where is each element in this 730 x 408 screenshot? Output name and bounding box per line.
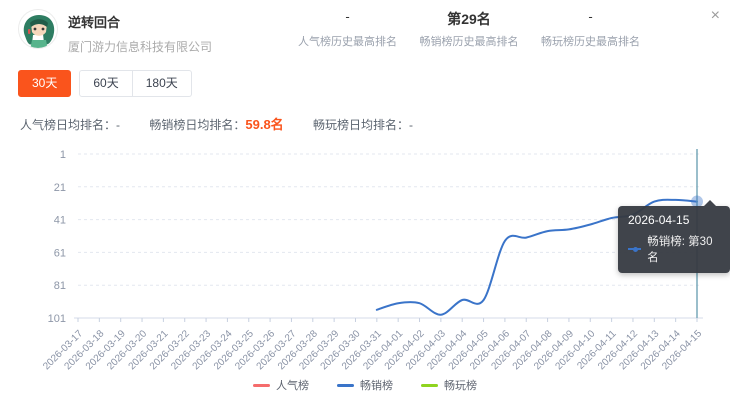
rank-trend-chart[interactable]: 1 21 41 61 81 101 2026-03-17 2026-03-18 2026-03-… <box>0 140 730 380</box>
chart-canvas[interactable]: 1214161811012026-03-172026-03-182026-03-… <box>0 140 730 380</box>
tooltip-date: 2026-04-15 <box>628 213 690 227</box>
game-title: 逆转回合 <box>68 15 121 30</box>
summary-popularity: 人气榜日均排名：- <box>20 118 120 132</box>
summary-value: - <box>409 118 414 132</box>
tooltip-value: 畅销榜: 第30名 <box>647 236 713 264</box>
legend-label: 人气榜 <box>276 380 309 392</box>
stat-value: - <box>345 9 350 24</box>
summary-mostplayed: 畅玩榜日均排名：- <box>313 118 413 132</box>
summary-label: 畅销榜日均排名： <box>149 118 246 132</box>
stat-label: 人气榜历史最高排名 <box>298 36 397 48</box>
y-axis-tick-label: 101 <box>48 313 66 325</box>
tooltip-row: 畅销榜: 第30名 <box>628 233 720 265</box>
summary-value: 59.8名 <box>245 117 284 132</box>
chart-tooltip: 2026-04-15 畅销榜: 第30名 <box>618 200 730 273</box>
stat-label: 畅销榜历史最高排名 <box>419 36 519 48</box>
legend-label: 畅销榜 <box>360 380 393 392</box>
summary-value: - <box>116 118 121 132</box>
best-rank-stats: - 人气榜历史最高排名 第29名 畅销榜历史最高排名 - 畅玩榜历史最高排名 <box>258 9 660 49</box>
period-tabs: 30天 60天 180天 <box>18 70 192 97</box>
highlighted-point <box>691 195 703 208</box>
tab-60-days[interactable]: 60天 <box>79 70 133 97</box>
game-avatar <box>18 9 58 49</box>
tab-30-days[interactable]: 30天 <box>18 70 72 97</box>
stat-value: 第29名 <box>447 11 491 27</box>
app-info: 逆转回合 厦门游力信息科技有限公司 <box>68 9 258 55</box>
average-rank-summary: 人气榜日均排名：- 畅销榜日均排名：59.8名 畅玩榜日均排名：- <box>20 114 730 133</box>
legend-item-popularity[interactable]: 人气榜 <box>253 377 309 393</box>
legend-label: 畅玩榜 <box>444 380 477 392</box>
line-marker-icon <box>253 383 270 387</box>
line-marker-icon <box>337 383 354 387</box>
chart-legend: 人气榜 畅销榜 畅玩榜 <box>0 377 730 393</box>
legend-item-mostplayed[interactable]: 畅玩榜 <box>421 377 477 393</box>
dialog-header: 逆转回合 厦门游力信息科技有限公司 - 人气榜历史最高排名 第29名 畅销榜历史… <box>0 0 730 55</box>
line-marker-icon <box>421 383 438 387</box>
stat-value: - <box>588 9 593 24</box>
y-axis-tick-label: 21 <box>54 182 66 194</box>
tab-180-days[interactable]: 180天 <box>132 70 192 97</box>
y-axis-tick-label: 1 <box>60 149 66 161</box>
stat-mostplayed-best: - 畅玩榜历史最高排名 <box>541 9 640 49</box>
summary-label: 人气榜日均排名： <box>20 118 117 132</box>
y-axis-tick-label: 41 <box>54 215 66 227</box>
summary-bestseller: 畅销榜日均排名：59.8名 <box>149 117 284 132</box>
series-marker-icon <box>628 246 642 252</box>
summary-label: 畅玩榜日均排名： <box>313 118 410 132</box>
close-icon[interactable]: × <box>710 7 720 24</box>
stat-label: 畅玩榜历史最高排名 <box>541 36 640 48</box>
avatar-image <box>19 10 57 48</box>
stat-popularity-best: - 人气榜历史最高排名 <box>298 9 397 49</box>
company-name: 厦门游力信息科技有限公司 <box>68 40 213 54</box>
legend-item-bestseller[interactable]: 畅销榜 <box>337 377 393 393</box>
y-axis-tick-label: 81 <box>54 280 66 292</box>
stat-bestseller-best: 第29名 畅销榜历史最高排名 <box>420 9 519 49</box>
y-axis-tick-label: 61 <box>54 247 66 259</box>
